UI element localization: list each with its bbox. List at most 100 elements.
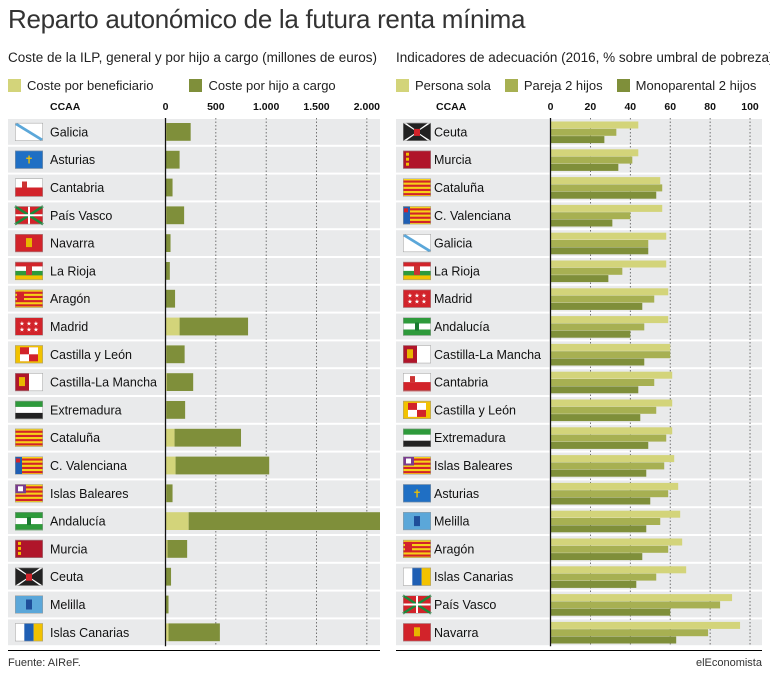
row-background [165,536,380,562]
legend-label: Persona sola [415,78,491,93]
flag-part [406,122,428,131]
flag-border [403,400,431,419]
flag-border [15,400,43,419]
legend-label: Monoparental 2 hijos [635,78,757,93]
flag-part [403,193,431,196]
left-bottom-rule [8,650,380,651]
flag-border [15,373,43,392]
flag-part [417,122,431,141]
legend-swatch-light [396,79,409,92]
bar-pareja-2-hijos [550,128,617,136]
flag-part [15,458,43,461]
flag-part: ★ [407,293,412,300]
bar-pareja-2-hijos [550,545,669,553]
row-background [165,202,380,229]
flag-part [16,458,20,463]
flag-part [15,443,43,446]
flag-part: ★ [421,293,426,300]
flag-border [403,373,431,392]
x-tick-label: 20 [585,101,597,113]
flag-border [15,317,43,336]
legend-swatch-dark [189,79,203,92]
flag-part [18,567,40,576]
flag-border [403,178,431,197]
bar-monoparental-2-hijos [550,219,613,227]
bar-monoparental-2-hijos [550,136,605,144]
bar-coste-por-hijo-a-cargo [166,595,169,614]
bar-monoparental-2-hijos [550,441,649,449]
bar-monoparental-2-hijos [550,608,671,616]
flag-part [29,567,43,586]
flag-border [15,345,43,364]
bar-pareja-2-hijos [550,434,667,442]
flag-part [403,206,410,225]
flag-part [15,430,43,433]
flag-part [27,517,31,526]
right-bottom-rule [396,650,762,651]
flag-cataluna-icon [403,178,431,197]
flag-part [15,539,43,558]
bar-persona-sola [550,399,673,407]
flag-part [403,428,431,435]
bar-persona-sola [550,149,639,157]
flag-part [406,152,409,156]
category-label: Castilla-La Mancha [50,376,157,390]
flag-part [18,551,21,555]
flag-part [403,317,431,324]
bar-coste-por-hijo-a-cargo [166,567,172,586]
row-background [165,341,380,368]
flag-border [15,623,43,642]
flag-border [15,456,43,475]
row-background [165,285,380,312]
flag-castilla-la-mancha-icon [403,345,431,364]
bar-coste-por-hijo-a-cargo [166,123,191,141]
bar-pareja-2-hijos [550,212,631,220]
bar-pareja-2-hijos [550,490,669,498]
flag-part [15,291,43,294]
right-plot: CCAA 0 20 40 60 80 100 Ceuta Murcia Cataluña C. Va… [396,101,762,647]
right-chart: CCAA 0 20 40 60 80 100 Ceuta Murcia Cataluña C. Va… [396,96,762,648]
bar-coste-por-hijo-a-cargo [174,428,242,447]
flag-ceuta-icon [15,567,43,586]
flag-murcia-icon [15,539,43,558]
bar-monoparental-2-hijos [550,414,641,422]
legend-item-monoparental: Monoparental 2 hijos [616,78,757,93]
flag-border [403,539,431,558]
bar-persona-sola [550,288,669,296]
row-background [165,397,380,423]
bar-persona-sola [550,566,687,574]
flag-castilla-y-leon-icon [403,400,431,419]
bar-monoparental-2-hijos [550,358,645,366]
flag-c-valenciana-icon [15,456,43,475]
flag-part [403,122,417,141]
row-background [165,230,380,256]
category-label: Melilla [434,515,469,529]
left-plot: CCAA 0 500 1.000 1.500 2.000 Galicia ✝ Asturias C… [8,101,380,647]
flag-border [403,234,431,253]
flag-part [33,623,43,642]
flag-andalucia-icon [403,317,431,336]
category-label: Galicia [50,125,88,139]
x-tick-label: 60 [664,101,676,113]
flag-andalucia-icon [15,512,43,531]
category-header: CCAA [50,101,81,113]
flag-part [406,132,428,141]
category-label: País Vasco [50,209,112,223]
bar-monoparental-2-hijos [550,636,677,644]
flag-part [403,208,431,211]
category-label: Islas Canarias [434,570,513,584]
flag-part [15,456,22,475]
flag-part [403,471,431,474]
bar-pareja-2-hijos [550,518,661,525]
category-label: Asturias [434,487,479,501]
flag-c-valenciana-icon [403,206,431,225]
flag-part [403,180,431,183]
flag-part [404,208,408,213]
legend-label: Pareja 2 hijos [523,78,603,93]
category-label: Navarra [50,237,95,251]
x-tick-label: 80 [704,101,716,113]
bar-persona-sola [550,260,667,268]
flag-part [403,178,431,197]
flag-part [421,567,431,586]
bar-coste-por-beneficiario [165,428,175,447]
